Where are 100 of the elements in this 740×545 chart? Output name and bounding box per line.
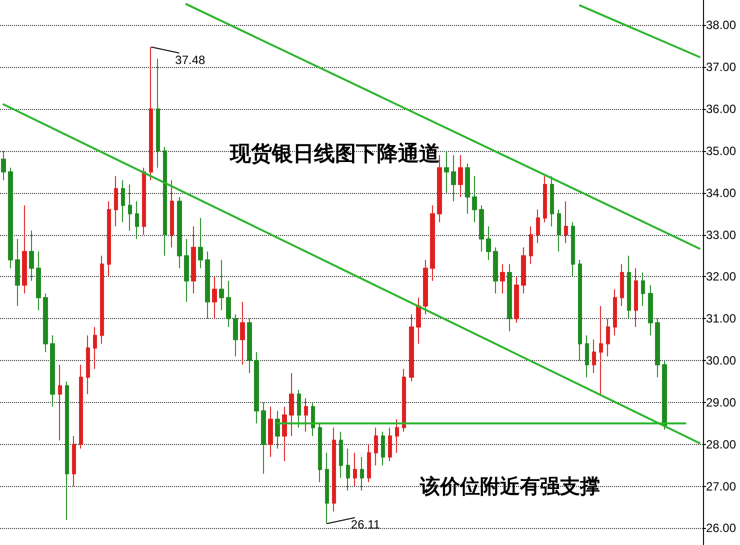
- y-tick-label: 30.00: [706, 354, 736, 368]
- candlestick: [226, 280, 231, 328]
- candlestick: [318, 422, 322, 483]
- candlestick: [254, 352, 259, 424]
- candlestick: [8, 167, 13, 269]
- candlestick: [142, 167, 146, 236]
- candlestick: [444, 150, 449, 194]
- candlestick: [332, 427, 336, 512]
- candlestick: [409, 314, 414, 382]
- candlestick: [529, 226, 533, 265]
- candlestick: [599, 306, 603, 395]
- candlestick: [423, 259, 428, 315]
- candlestick: [86, 334, 90, 395]
- candlestick: [1, 150, 6, 181]
- candlestick: [381, 431, 385, 466]
- candlestick: [212, 276, 217, 320]
- candlestick: [100, 255, 104, 344]
- candlestick: [564, 200, 568, 244]
- candlestick: [557, 209, 561, 252]
- candlestick: [29, 230, 34, 282]
- candlestick: [191, 226, 196, 294]
- candlestick: [472, 176, 477, 223]
- candlestick: [240, 301, 245, 366]
- candlestick: [360, 456, 364, 491]
- text: 现货银日线图下降通道: [229, 142, 440, 166]
- candlestick: [571, 222, 575, 278]
- candlestick: [606, 318, 610, 357]
- y-tick-label: 38.00: [706, 18, 736, 32]
- candlestick: [514, 276, 519, 324]
- candlestick: [107, 200, 111, 278]
- y-tick-label: 37.00: [706, 60, 736, 74]
- annotation: 该价位附近有强支撑: [419, 474, 600, 498]
- candlestick: [402, 368, 406, 432]
- candlestick: [507, 264, 512, 332]
- candlestick: [648, 284, 653, 336]
- candlestick: [156, 58, 160, 168]
- candlestick: [198, 218, 203, 269]
- candlestick: [493, 246, 498, 294]
- candlestick: [268, 406, 273, 458]
- annotation: 37.48: [175, 52, 206, 67]
- y-tick-label: 35.00: [706, 144, 736, 158]
- candlestick: [521, 246, 526, 294]
- candlestick: [627, 255, 631, 320]
- candlestick: [72, 436, 76, 487]
- candlestick: [177, 196, 182, 269]
- candlestick: [261, 402, 266, 474]
- candlestick: [641, 272, 645, 307]
- candlestick: [346, 448, 350, 491]
- candlestick: [578, 259, 582, 362]
- candlestick: [613, 288, 617, 336]
- y-tick-label: 27.00: [706, 479, 736, 494]
- candlestick: [121, 180, 125, 223]
- candlestick: [114, 176, 118, 227]
- candlestick: [163, 146, 167, 256]
- candlestick: [311, 402, 315, 436]
- candlestick: [50, 334, 55, 408]
- candlestick: [58, 364, 62, 441]
- candlestick: [275, 410, 280, 450]
- candlestick: [149, 46, 153, 181]
- candlestick: [282, 406, 287, 462]
- candlestick: [465, 163, 470, 214]
- candlestick: [486, 226, 491, 260]
- candlestick: [15, 238, 20, 307]
- annotation: 26.11: [350, 518, 380, 532]
- y-tick-label: 31.00: [706, 312, 736, 326]
- candlestick: [388, 427, 392, 462]
- candlestick: [550, 176, 554, 227]
- candlestick: [233, 314, 238, 357]
- candlestick: [65, 381, 69, 520]
- candlestick: [289, 372, 294, 436]
- candlestick: [170, 180, 174, 248]
- y-tick-label: 36.00: [706, 102, 736, 116]
- candlestick: [479, 204, 484, 252]
- candlestick: [247, 318, 252, 374]
- y-tick-label: 26.00: [706, 521, 736, 536]
- candlestick: [543, 176, 547, 223]
- candlestick: [304, 398, 308, 432]
- candlestick: [620, 264, 624, 307]
- candlestick: [219, 259, 224, 311]
- y-tick-label: 33.00: [706, 228, 736, 242]
- candlestick: [374, 427, 378, 466]
- y-tick-label: 29.00: [706, 395, 736, 410]
- candlestick: [367, 444, 371, 483]
- candlestick: [93, 326, 97, 370]
- candlestick: [184, 238, 189, 302]
- candlestick: [536, 209, 540, 244]
- candlestick: [634, 268, 638, 328]
- y-tick-label: 34.00: [706, 186, 736, 200]
- candlestick: [500, 264, 505, 294]
- candlestick: [339, 431, 343, 478]
- candlestick: [451, 154, 456, 202]
- candlestick: [128, 184, 132, 232]
- candlestick: [395, 418, 399, 454]
- candlestick: [592, 339, 596, 374]
- candlestick: [416, 297, 421, 344]
- candlestick: [79, 364, 83, 450]
- candlestick: [430, 204, 435, 282]
- candlestick: [22, 204, 27, 294]
- candlestick: [662, 360, 667, 430]
- candlestick: [655, 318, 660, 378]
